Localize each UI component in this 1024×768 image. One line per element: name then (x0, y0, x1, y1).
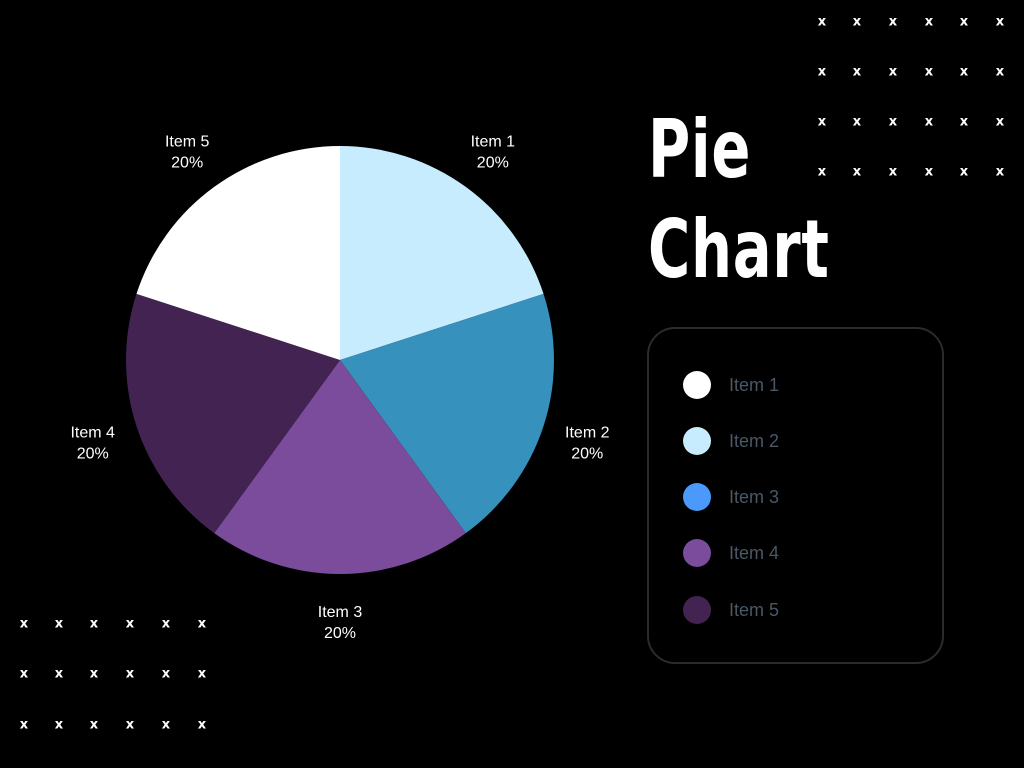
pie-label-1: Item 1 20% (471, 134, 516, 172)
deco-bl-mark-10: x (125, 666, 135, 682)
deco-tr-mark-9: x (888, 64, 898, 80)
deco-bl-mark-18: x (197, 717, 207, 733)
legend-label-4: Item 4 (729, 542, 780, 563)
legend-item-4: Item 4 (683, 538, 779, 568)
legend-dot-4 (683, 539, 711, 567)
deco-tr-mark-7: x (817, 64, 827, 80)
pie-slices (126, 146, 554, 574)
legend-item-5: Item 5 (683, 595, 779, 625)
title-line-2: Chart (648, 203, 830, 296)
deco-bl-mark-9: x (89, 666, 99, 682)
deco-tr-mark-16: x (924, 114, 934, 130)
deco-tr-mark-8: x (852, 64, 862, 80)
deco-tr-mark-10: x (924, 64, 934, 80)
pie-label-value-1: 20% (477, 155, 509, 172)
deco-tr-mark-14: x (852, 114, 862, 130)
deco-tr-mark-21: x (888, 164, 898, 180)
deco-tr-mark-1: x (817, 14, 827, 30)
deco-tr-mark-22: x (924, 164, 934, 180)
deco-tr-mark-17: x (959, 114, 969, 130)
pie-label-name-1: Item 1 (471, 134, 516, 151)
legend-label-3: Item 3 (729, 486, 780, 507)
deco-tr-mark-24: x (995, 164, 1005, 180)
pie-label-3: Item 3 20% (318, 604, 363, 640)
deco-bl-mark-14: x (54, 717, 64, 733)
legend-dot-5 (683, 596, 711, 624)
deco-tr-mark-20: x (852, 164, 862, 180)
deco-tr-mark-3: x (888, 14, 898, 30)
legend-box: Item 1 Item 2 Item 3 Item 4 Item 5 (647, 327, 944, 664)
pie-slice-2 (340, 293, 554, 534)
pie-label-name-3: Item 3 (318, 604, 363, 621)
pie-slice-1 (340, 146, 544, 360)
pie-label-value-5: 20% (171, 155, 203, 172)
pie-slice-4 (126, 293, 340, 534)
deco-bl-mark-15: x (89, 717, 99, 733)
pie-label-5: Item 5 20% (165, 134, 210, 172)
pie-label-name-2: Item 2 (565, 424, 610, 441)
deco-tr-mark-5: x (959, 14, 969, 30)
pie-label-value-2: 20% (571, 445, 603, 462)
legend-label-2: Item 2 (729, 430, 780, 451)
pie-slice-5 (136, 146, 340, 360)
pie-labels: Item 1 20%Item 2 20%Item 3 20%Item 4 20%Item… (70, 134, 609, 640)
pie-label-value-3: 20% (324, 625, 356, 640)
legend-label-5: Item 5 (729, 599, 780, 620)
deco-bl-mark-7: x (19, 666, 29, 682)
deco-tr-mark-2: x (852, 14, 862, 30)
legend-dot-3 (683, 483, 711, 511)
deco-bl-mark-11: x (161, 666, 171, 682)
legend-dot-1 (683, 371, 711, 399)
legend-item-2: Item 2 (683, 426, 779, 456)
legend-item-3: Item 3 (683, 482, 779, 512)
page-title: Pie Chart (648, 100, 830, 300)
legend-label-1: Item 1 (729, 374, 780, 395)
pie-label-name-4: Item 4 (70, 424, 115, 441)
deco-tr-mark-6: x (995, 14, 1005, 30)
deco-bl-mark-8: x (54, 666, 64, 682)
deco-tr-mark-11: x (959, 64, 969, 80)
pie-chart: Item 1 20%Item 2 20%Item 3 20%Item 4 20%Item… (70, 134, 609, 640)
title-line-1: Pie (648, 103, 752, 196)
deco-bl-mark-16: x (125, 717, 135, 733)
deco-tr-mark-4: x (924, 14, 934, 30)
deco-bl-mark-12: x (197, 666, 207, 682)
deco-tr-mark-18: x (995, 114, 1005, 130)
legend-dot-2 (683, 427, 711, 455)
deco-bl-mark-17: x (161, 717, 171, 733)
deco-tr-mark-23: x (959, 164, 969, 180)
pie-label-4: Item 4 20% (70, 424, 115, 462)
deco-bl-mark-13: x (19, 717, 29, 733)
pie-slice-3 (214, 360, 466, 574)
legend-item-1: Item 1 (683, 370, 779, 400)
pie-label-value-4: 20% (77, 445, 109, 462)
pie-label-2: Item 2 20% (565, 424, 610, 462)
deco-tr-mark-15: x (888, 114, 898, 130)
pie-label-name-5: Item 5 (165, 134, 210, 151)
deco-tr-mark-12: x (995, 64, 1005, 80)
